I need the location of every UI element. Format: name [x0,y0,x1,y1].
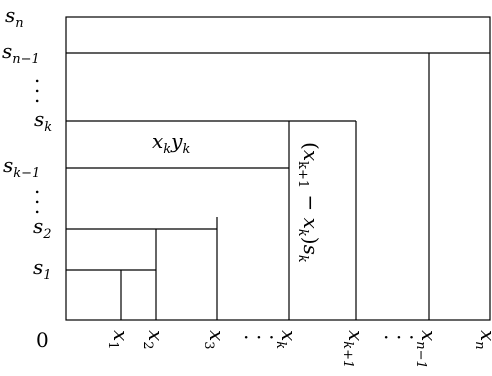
vertical-dots-upper-3: . [34,83,40,107]
vertical-dots-lower: . [34,174,40,198]
label-s-k-1: sk−1 [3,153,40,181]
vertical-dots-upper: . [34,63,40,87]
label-s-n-1: sn−1 [2,39,40,67]
svg-text:xn−1: xn−1 [413,330,441,369]
svg-text:xk+1: xk+1 [340,330,368,368]
area-label-xkyk: xkyk [152,129,190,157]
vertical-dots-lower-3: . [34,194,40,218]
svg-text:x1: x1 [105,330,133,350]
svg-text:x2: x2 [140,330,168,350]
xlabel-xk1: xk+1 [340,330,368,368]
xlabel-x1: x1 [105,330,133,350]
svg-text:xn: xn [472,330,492,350]
x-ellipsis-1: · · · [243,325,275,349]
vertical-dots-upper-2: . [34,73,40,97]
label-s-n: sn [5,3,24,31]
label-s-2: s2 [33,214,52,242]
svg-text:(xk+1 − xk)sk: (xk+1 − xk)sk [295,142,323,263]
label-s-k: sk [34,107,52,135]
x-ellipsis-2: · · · [383,325,415,349]
label-s-1: s1 [33,255,52,283]
vertical-dots-lower-2: . [34,184,40,208]
svg-text:x3: x3 [201,330,229,350]
xlabel-x3: x3 [201,330,229,350]
svg-text:xk: xk [273,330,301,349]
xlabel-x2: x2 [140,330,168,350]
origin-label: 0 [36,328,49,352]
area-label-rotated: (xk+1 − xk)sk [295,142,323,263]
xlabel-xn: xn [472,330,492,350]
xlabel-xk: xk [273,330,301,349]
xlabel-xn-1: xn−1 [413,330,441,369]
